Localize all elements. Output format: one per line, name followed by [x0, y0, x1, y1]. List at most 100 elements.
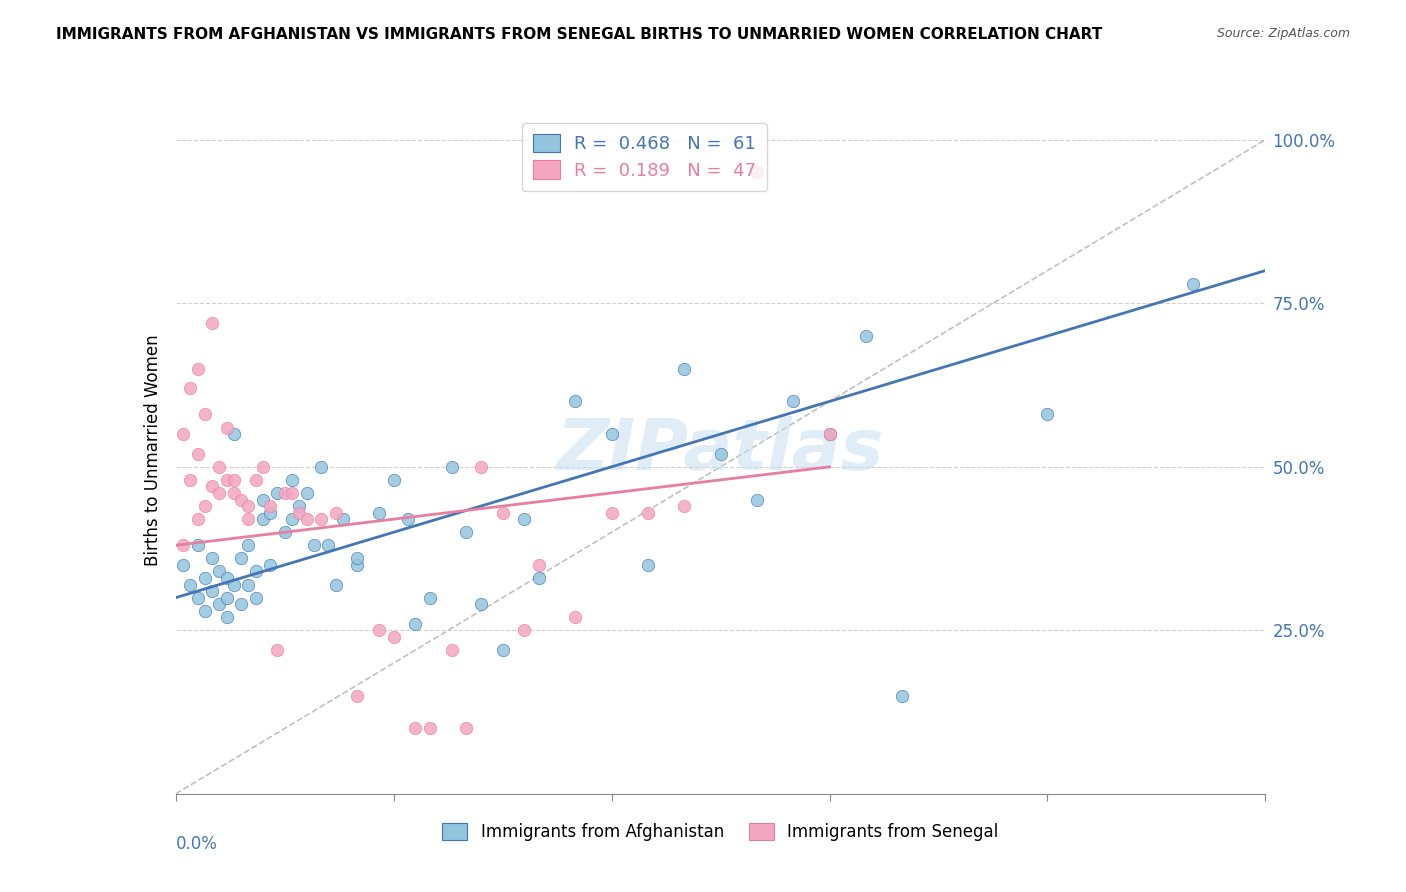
- Point: [710, 447, 733, 461]
- Text: ZIPatlas: ZIPatlas: [557, 416, 884, 485]
- Point: [194, 604, 217, 618]
- Point: [492, 506, 515, 520]
- Point: [527, 571, 550, 585]
- Point: [172, 538, 194, 552]
- Point: [302, 538, 325, 552]
- Point: [396, 512, 419, 526]
- Point: [281, 473, 304, 487]
- Point: [782, 394, 804, 409]
- Point: [1181, 277, 1204, 291]
- Point: [332, 512, 354, 526]
- Point: [346, 558, 368, 572]
- Point: [288, 499, 311, 513]
- Point: [201, 316, 224, 330]
- Point: [208, 459, 231, 474]
- Point: [382, 630, 405, 644]
- Point: [564, 610, 586, 624]
- Point: [325, 577, 347, 591]
- Point: [368, 506, 391, 520]
- Y-axis label: Births to Unmarried Women: Births to Unmarried Women: [143, 334, 162, 566]
- Point: [222, 577, 245, 591]
- Point: [172, 427, 194, 442]
- Point: [405, 616, 427, 631]
- Point: [252, 459, 274, 474]
- Point: [456, 722, 478, 736]
- Point: [745, 492, 768, 507]
- Point: [208, 486, 231, 500]
- Point: [222, 486, 245, 500]
- Point: [673, 499, 696, 513]
- Point: [346, 689, 368, 703]
- Point: [215, 473, 238, 487]
- Point: [309, 512, 332, 526]
- Point: [309, 459, 332, 474]
- Point: [194, 571, 217, 585]
- Point: [527, 558, 550, 572]
- Point: [440, 459, 463, 474]
- Point: [186, 591, 209, 605]
- Point: [238, 577, 260, 591]
- Point: [470, 597, 492, 611]
- Point: [259, 558, 281, 572]
- Point: [186, 447, 209, 461]
- Point: [201, 479, 224, 493]
- Point: [201, 584, 224, 599]
- Point: [231, 551, 253, 566]
- Point: [600, 506, 623, 520]
- Point: [456, 525, 478, 540]
- Point: [673, 361, 696, 376]
- Point: [492, 643, 515, 657]
- Point: [513, 512, 536, 526]
- Point: [179, 381, 201, 395]
- Point: [637, 506, 659, 520]
- Point: [201, 551, 224, 566]
- Point: [238, 499, 260, 513]
- Point: [288, 506, 311, 520]
- Point: [186, 538, 209, 552]
- Point: [419, 591, 441, 605]
- Point: [266, 486, 288, 500]
- Point: [281, 486, 304, 500]
- Point: [382, 473, 405, 487]
- Point: [194, 499, 217, 513]
- Point: [252, 512, 274, 526]
- Point: [440, 643, 463, 657]
- Point: [346, 551, 368, 566]
- Point: [855, 329, 877, 343]
- Point: [215, 571, 238, 585]
- Point: [818, 427, 841, 442]
- Point: [266, 643, 288, 657]
- Point: [259, 499, 281, 513]
- Text: 0.0%: 0.0%: [176, 835, 218, 853]
- Point: [245, 591, 267, 605]
- Point: [818, 427, 841, 442]
- Point: [470, 459, 492, 474]
- Point: [208, 597, 231, 611]
- Point: [295, 486, 318, 500]
- Text: IMMIGRANTS FROM AFGHANISTAN VS IMMIGRANTS FROM SENEGAL BIRTHS TO UNMARRIED WOMEN: IMMIGRANTS FROM AFGHANISTAN VS IMMIGRANT…: [56, 27, 1102, 42]
- Point: [222, 473, 245, 487]
- Point: [245, 473, 267, 487]
- Point: [274, 525, 297, 540]
- Point: [208, 565, 231, 579]
- Point: [405, 722, 427, 736]
- Point: [745, 165, 768, 179]
- Point: [194, 408, 217, 422]
- Text: Source: ZipAtlas.com: Source: ZipAtlas.com: [1216, 27, 1350, 40]
- Point: [231, 492, 253, 507]
- Point: [281, 512, 304, 526]
- Point: [238, 512, 260, 526]
- Point: [215, 591, 238, 605]
- Point: [1036, 408, 1059, 422]
- Point: [259, 506, 281, 520]
- Point: [215, 420, 238, 434]
- Point: [186, 361, 209, 376]
- Legend: Immigrants from Afghanistan, Immigrants from Senegal: Immigrants from Afghanistan, Immigrants …: [436, 816, 1005, 847]
- Point: [215, 610, 238, 624]
- Point: [231, 597, 253, 611]
- Point: [222, 427, 245, 442]
- Point: [891, 689, 914, 703]
- Point: [600, 427, 623, 442]
- Point: [513, 624, 536, 638]
- Point: [245, 565, 267, 579]
